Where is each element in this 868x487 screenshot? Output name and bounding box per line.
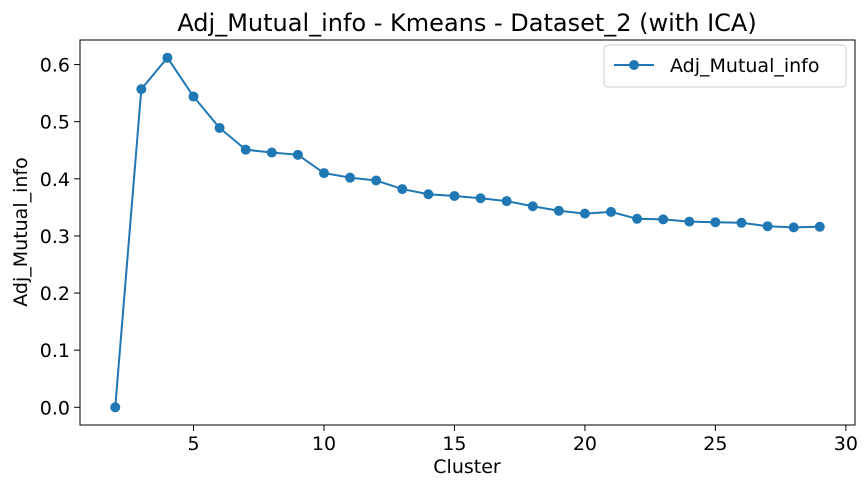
data-point [606, 206, 617, 217]
y-axis: 0.0 0.1 0.2 0.3 0.4 0.5 0.6 [40, 55, 80, 419]
series-layer [110, 52, 825, 413]
x-tick-label: 20 [573, 433, 597, 455]
x-tick-label: 15 [442, 433, 466, 455]
data-point [527, 201, 538, 212]
data-point [762, 221, 773, 232]
plot-area [79, 39, 856, 426]
legend-label: Adj_Mutual_info [670, 55, 820, 77]
data-point [110, 402, 121, 413]
y-tick-label: 0.0 [40, 397, 70, 419]
data-point [553, 205, 564, 216]
legend-marker [629, 60, 639, 70]
y-tick-label: 0.4 [40, 169, 70, 191]
x-tick-label: 10 [312, 433, 336, 455]
data-point [345, 172, 356, 183]
y-tick-label: 0.6 [40, 55, 70, 77]
x-axis: 5 10 15 20 25 30 [187, 425, 858, 455]
data-point [397, 184, 408, 195]
data-point [710, 217, 721, 228]
data-point [371, 175, 382, 186]
data-point [475, 193, 486, 204]
x-tick-label: 25 [703, 433, 727, 455]
data-point [423, 189, 434, 200]
y-tick-label: 0.1 [40, 340, 70, 362]
y-tick-label: 0.5 [40, 112, 70, 134]
chart-title: Adj_Mutual_info - Kmeans - Dataset_2 (wi… [177, 9, 756, 37]
data-point [814, 221, 825, 232]
data-point [266, 147, 277, 158]
y-axis-label: Adj_Mutual_info [10, 157, 32, 307]
y-tick-label: 0.2 [40, 283, 70, 305]
data-point [684, 216, 695, 227]
x-axis-label: Cluster [433, 456, 501, 478]
data-point [318, 168, 329, 179]
data-point [501, 196, 512, 207]
x-tick-label: 30 [834, 433, 858, 455]
data-point [449, 190, 460, 201]
legend-box [603, 44, 847, 88]
data-point [632, 213, 643, 224]
y-tick-label: 0.3 [40, 226, 70, 248]
data-point [214, 122, 225, 133]
series-line [114, 56, 820, 408]
data-point [579, 208, 590, 219]
data-point [136, 84, 147, 95]
x-tick-label: 5 [187, 433, 199, 455]
data-point [188, 91, 199, 102]
legend: Adj_Mutual_info [603, 44, 847, 88]
data-point [162, 52, 173, 63]
data-point [292, 149, 303, 160]
data-point [736, 217, 747, 228]
data-point [658, 214, 669, 225]
data-point [240, 144, 251, 155]
data-point [788, 222, 799, 233]
